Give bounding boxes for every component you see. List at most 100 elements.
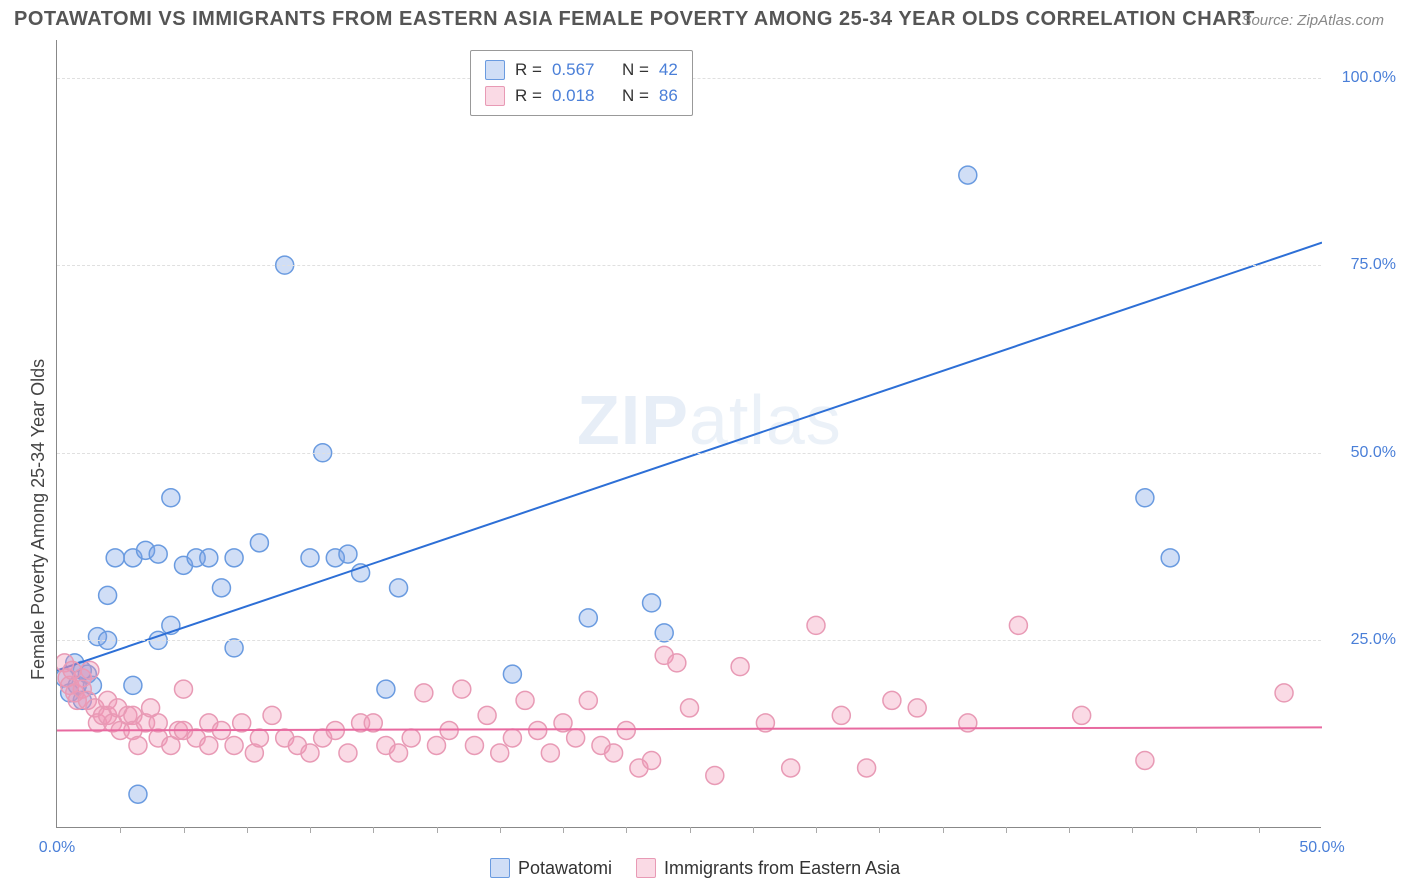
data-point bbox=[883, 691, 901, 709]
data-point bbox=[858, 759, 876, 777]
legend-label: Immigrants from Eastern Asia bbox=[664, 858, 900, 878]
data-point bbox=[681, 699, 699, 717]
data-point bbox=[832, 706, 850, 724]
data-point bbox=[491, 744, 509, 762]
x-tick-mark bbox=[690, 827, 691, 833]
n-label: N = bbox=[622, 57, 649, 83]
x-tick-mark bbox=[626, 827, 627, 833]
data-point bbox=[106, 549, 124, 567]
source-citation: Source: ZipAtlas.com bbox=[1241, 12, 1384, 29]
data-point bbox=[390, 744, 408, 762]
data-point bbox=[225, 736, 243, 754]
data-point bbox=[175, 680, 193, 698]
data-point bbox=[643, 751, 661, 769]
x-tick-mark bbox=[1132, 827, 1133, 833]
data-point bbox=[529, 721, 547, 739]
data-point bbox=[503, 729, 521, 747]
data-point bbox=[250, 729, 268, 747]
data-point bbox=[579, 691, 597, 709]
y-tick-label: 50.0% bbox=[1351, 444, 1396, 462]
x-tick-mark bbox=[184, 827, 185, 833]
data-point bbox=[225, 549, 243, 567]
data-point bbox=[807, 616, 825, 634]
data-point bbox=[339, 744, 357, 762]
x-tick-mark bbox=[373, 827, 374, 833]
data-point bbox=[1275, 684, 1293, 702]
data-point bbox=[465, 736, 483, 754]
data-point bbox=[129, 785, 147, 803]
data-point bbox=[301, 549, 319, 567]
n-value: 86 bbox=[659, 83, 678, 109]
x-tick-mark bbox=[247, 827, 248, 833]
x-tick-mark bbox=[437, 827, 438, 833]
data-point bbox=[668, 654, 686, 672]
data-point bbox=[339, 545, 357, 563]
plot-svg bbox=[57, 40, 1322, 828]
data-point bbox=[129, 736, 147, 754]
data-point bbox=[250, 534, 268, 552]
data-point bbox=[1136, 489, 1154, 507]
data-point bbox=[617, 721, 635, 739]
gridline bbox=[57, 265, 1321, 266]
gridline bbox=[57, 453, 1321, 454]
x-tick-label: 0.0% bbox=[39, 839, 75, 857]
data-point bbox=[643, 594, 661, 612]
x-tick-mark bbox=[310, 827, 311, 833]
correlation-legend: R = 0.567 N = 42 R = 0.018 N = 86 bbox=[470, 50, 693, 116]
x-tick-label: 50.0% bbox=[1299, 839, 1344, 857]
legend-item: Potawatomi bbox=[490, 858, 612, 879]
data-point bbox=[478, 706, 496, 724]
legend-label: Potawatomi bbox=[518, 858, 612, 878]
trend-line bbox=[57, 243, 1322, 671]
x-tick-mark bbox=[500, 827, 501, 833]
x-tick-mark bbox=[1006, 827, 1007, 833]
data-point bbox=[263, 706, 281, 724]
plot-area: ZIPatlas 25.0%50.0%75.0%100.0%0.0%50.0% bbox=[56, 40, 1321, 828]
data-point bbox=[162, 489, 180, 507]
x-tick-mark bbox=[563, 827, 564, 833]
legend-swatch bbox=[485, 60, 505, 80]
data-point bbox=[1009, 616, 1027, 634]
data-point bbox=[428, 736, 446, 754]
legend-item: Immigrants from Eastern Asia bbox=[636, 858, 900, 879]
data-point bbox=[377, 680, 395, 698]
x-tick-mark bbox=[1196, 827, 1197, 833]
x-tick-mark bbox=[753, 827, 754, 833]
y-tick-label: 75.0% bbox=[1351, 256, 1396, 274]
legend-row: R = 0.018 N = 86 bbox=[485, 83, 678, 109]
data-point bbox=[415, 684, 433, 702]
x-tick-mark bbox=[879, 827, 880, 833]
series-legend: Potawatomi Immigrants from Eastern Asia bbox=[490, 858, 900, 879]
r-label: R = bbox=[515, 57, 542, 83]
legend-swatch bbox=[636, 858, 656, 878]
data-point bbox=[516, 691, 534, 709]
legend-swatch bbox=[485, 86, 505, 106]
y-tick-label: 100.0% bbox=[1342, 69, 1396, 87]
gridline bbox=[57, 640, 1321, 641]
data-point bbox=[605, 744, 623, 762]
data-point bbox=[99, 586, 117, 604]
data-point bbox=[731, 658, 749, 676]
r-value: 0.567 bbox=[552, 57, 612, 83]
r-value: 0.018 bbox=[552, 83, 612, 109]
n-label: N = bbox=[622, 83, 649, 109]
x-tick-mark bbox=[1069, 827, 1070, 833]
data-point bbox=[503, 665, 521, 683]
data-point bbox=[579, 609, 597, 627]
data-point bbox=[1073, 706, 1091, 724]
data-point bbox=[908, 699, 926, 717]
data-point bbox=[200, 549, 218, 567]
data-point bbox=[225, 639, 243, 657]
data-point bbox=[402, 729, 420, 747]
legend-swatch bbox=[490, 858, 510, 878]
y-tick-label: 25.0% bbox=[1351, 631, 1396, 649]
data-point bbox=[541, 744, 559, 762]
data-point bbox=[1136, 751, 1154, 769]
data-point bbox=[567, 729, 585, 747]
data-point bbox=[706, 766, 724, 784]
data-point bbox=[212, 579, 230, 597]
x-tick-mark bbox=[943, 827, 944, 833]
data-point bbox=[390, 579, 408, 597]
chart-container: POTAWATOMI VS IMMIGRANTS FROM EASTERN AS… bbox=[0, 0, 1406, 892]
data-point bbox=[959, 166, 977, 184]
